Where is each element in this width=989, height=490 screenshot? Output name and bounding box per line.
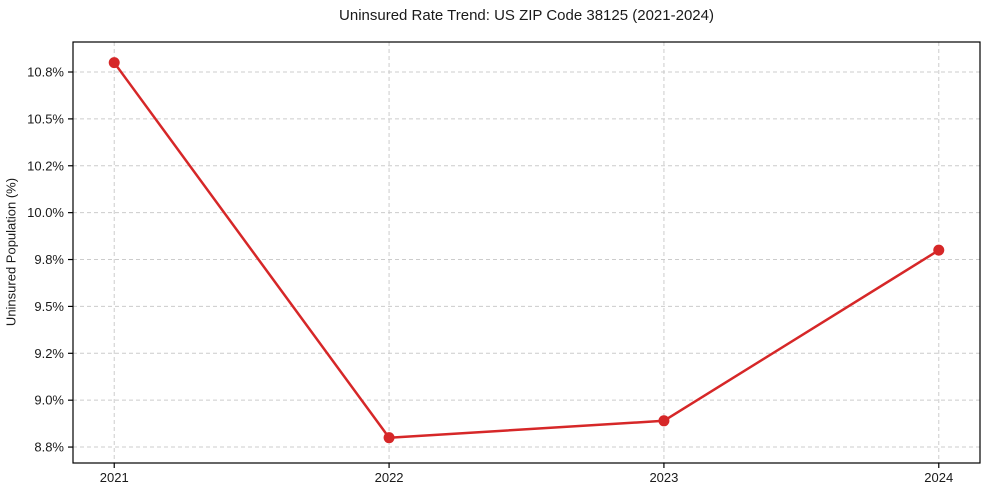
- x-tick-label: 2021: [100, 470, 129, 485]
- y-tick-label: 10.2%: [27, 158, 64, 173]
- data-point-2024: [933, 244, 945, 256]
- data-point-2023: [658, 415, 670, 427]
- y-tick-label: 8.8%: [34, 440, 64, 455]
- y-tick-label: 9.5%: [34, 299, 64, 314]
- data-point-2022: [383, 432, 395, 444]
- y-tick-label: 10.0%: [27, 205, 64, 220]
- x-tick-label: 2023: [649, 470, 678, 485]
- y-tick-label: 9.2%: [34, 346, 64, 361]
- y-tick-label: 10.5%: [27, 111, 64, 126]
- x-tick-label: 2024: [924, 470, 953, 485]
- x-tick-label: 2022: [375, 470, 404, 485]
- chart-title: Uninsured Rate Trend: US ZIP Code 38125 …: [339, 7, 714, 24]
- y-tick-label: 10.8%: [27, 65, 64, 80]
- y-tick-label: 9.0%: [34, 393, 64, 408]
- plot-frame: [72, 41, 981, 464]
- trend-line: [112, 61, 941, 439]
- y-tick-label: 9.8%: [34, 252, 64, 267]
- data-point-2021: [108, 57, 120, 69]
